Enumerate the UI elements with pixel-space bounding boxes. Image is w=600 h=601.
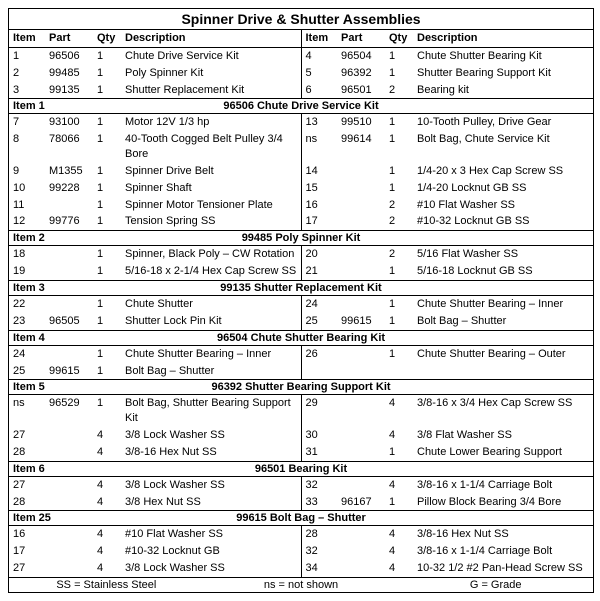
section-header: Item 596392 Shutter Bearing Support Kit xyxy=(9,379,593,395)
table-row: ns965291Bolt Bag, Shutter Bearing Suppor… xyxy=(9,395,593,427)
table-row: 23965051Shutter Lock Pin Kit25996151Bolt… xyxy=(9,313,593,330)
section-title: 96506 Chute Drive Service Kit xyxy=(9,100,593,112)
col-part: Part xyxy=(337,30,385,47)
footer-legend: SS = Stainless Steel ns = not shown G = … xyxy=(9,577,593,592)
table-row: 181Spinner, Black Poly – CW Rotation2025… xyxy=(9,246,593,263)
top-index-table: Item Part Qty Description Item Part Qty … xyxy=(9,30,593,98)
table-row: 221Chute Shutter241Chute Shutter Bearing… xyxy=(9,296,593,313)
legend-ns: ns = not shown xyxy=(204,578,399,592)
section-table: 221Chute Shutter241Chute Shutter Bearing… xyxy=(9,296,593,330)
section-table: 7931001Motor 12V 1/3 hp1399510110-Tooth … xyxy=(9,114,593,230)
table-row: 174#10-32 Locknut GB3243/8-16 x 1-1/4 Ca… xyxy=(9,543,593,560)
section-title: 99485 Poly Spinner Kit xyxy=(9,232,593,244)
table-row: 3991351Shutter Replacement Kit6965012Bea… xyxy=(9,82,593,99)
parts-table: Spinner Drive & Shutter Assemblies Item … xyxy=(8,8,594,593)
col-qty: Qty xyxy=(385,30,413,47)
legend-ss: SS = Stainless Steel xyxy=(9,578,204,592)
section-header: Item 496504 Chute Shutter Bearing Kit xyxy=(9,330,593,346)
section-table: 241Chute Shutter Bearing – Inner261Chute… xyxy=(9,346,593,380)
col-qty: Qty xyxy=(93,30,121,47)
section-header: Item 2599615 Bolt Bag – Shutter xyxy=(9,510,593,526)
section-title: 96501 Bearing Kit xyxy=(9,463,593,475)
col-desc: Description xyxy=(121,30,301,47)
section-title: 99135 Shutter Replacement Kit xyxy=(9,282,593,294)
table-row: 10992281Spinner Shaft1511/4-20 Locknut G… xyxy=(9,180,593,197)
table-row: 164#10 Flat Washer SS2843/8-16 Hex Nut S… xyxy=(9,526,593,543)
col-item: Item xyxy=(301,30,337,47)
section-header: Item 399135 Shutter Replacement Kit xyxy=(9,280,593,296)
table-row: 2743/8 Lock Washer SS3043/8 Flat Washer … xyxy=(9,427,593,444)
section-title: 99615 Bolt Bag – Shutter xyxy=(9,512,593,524)
column-header-row: Item Part Qty Description Item Part Qty … xyxy=(9,30,593,47)
table-row: 878066140-Tooth Cogged Belt Pulley 3/4 B… xyxy=(9,131,593,163)
section-title: 96392 Shutter Bearing Support Kit xyxy=(9,381,593,393)
table-row: 7931001Motor 12V 1/3 hp1399510110-Tooth … xyxy=(9,114,593,131)
table-row: 1915/16-18 x 2-1/4 Hex Cap Screw SS2115/… xyxy=(9,263,593,280)
table-row: 12997761Tension Spring SS172#10-32 Lockn… xyxy=(9,213,593,230)
section-header: Item 299485 Poly Spinner Kit xyxy=(9,230,593,246)
table-row: 1965061Chute Drive Service Kit4965041Chu… xyxy=(9,47,593,64)
section-header: Item 196506 Chute Drive Service Kit xyxy=(9,98,593,114)
table-row: 2743/8 Lock Washer SS34410-32 1/2 #2 Pan… xyxy=(9,560,593,577)
table-row: 111Spinner Motor Tensioner Plate162#10 F… xyxy=(9,197,593,214)
table-row: 9M13551Spinner Drive Belt1411/4-20 x 3 H… xyxy=(9,163,593,180)
section-table: 164#10 Flat Washer SS2843/8-16 Hex Nut S… xyxy=(9,526,593,577)
table-row: 2994851Poly Spinner Kit5963921Shutter Be… xyxy=(9,65,593,82)
table-row: 2743/8 Lock Washer SS3243/8-16 x 1-1/4 C… xyxy=(9,477,593,494)
col-part: Part xyxy=(45,30,93,47)
table-row: 2843/8 Hex Nut SS33961671Pillow Block Be… xyxy=(9,494,593,511)
col-desc: Description xyxy=(413,30,593,47)
section-table: ns965291Bolt Bag, Shutter Bearing Suppor… xyxy=(9,395,593,460)
page-title: Spinner Drive & Shutter Assemblies xyxy=(9,9,593,30)
section-table: 2743/8 Lock Washer SS3243/8-16 x 1-1/4 C… xyxy=(9,477,593,511)
section-header: Item 696501 Bearing Kit xyxy=(9,461,593,477)
legend-g: G = Grade xyxy=(398,578,593,592)
table-row: 241Chute Shutter Bearing – Inner261Chute… xyxy=(9,346,593,363)
table-row: 25996151Bolt Bag – Shutter xyxy=(9,363,593,380)
section-title: 96504 Chute Shutter Bearing Kit xyxy=(9,332,593,344)
col-item: Item xyxy=(9,30,45,47)
section-table: 181Spinner, Black Poly – CW Rotation2025… xyxy=(9,246,593,280)
table-row: 2843/8-16 Hex Nut SS311Chute Lower Beari… xyxy=(9,444,593,461)
